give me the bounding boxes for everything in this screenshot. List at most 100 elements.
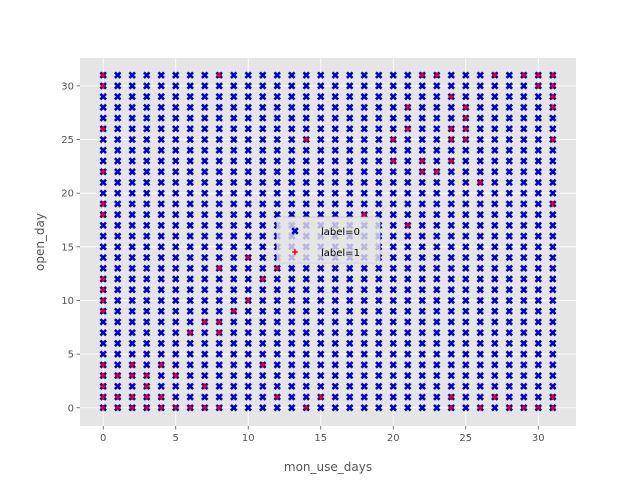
data-point-label-0 xyxy=(346,350,354,358)
data-point-label-0 xyxy=(142,328,151,337)
data-point-label-0 xyxy=(549,339,557,348)
data-point-label-0 xyxy=(549,146,557,154)
data-point-label-0 xyxy=(171,339,180,348)
data-point-label-0 xyxy=(375,328,383,337)
legend-label-1: label=1 xyxy=(321,248,360,259)
data-point-label-0 xyxy=(447,371,455,380)
data-point-label-0 xyxy=(259,296,267,305)
data-point-label-0 xyxy=(360,189,368,197)
data-point-label-0 xyxy=(113,243,122,251)
data-point-label-0 xyxy=(447,114,455,122)
data-point-label-1 xyxy=(274,394,281,400)
data-point-label-0 xyxy=(505,253,514,262)
data-point-label-1 xyxy=(187,404,194,411)
data-point-label-0 xyxy=(113,135,122,144)
data-point-label-0 xyxy=(447,168,455,176)
data-point-label-0 xyxy=(389,318,397,326)
data-point-label-0 xyxy=(505,307,514,315)
data-point-label-0 xyxy=(520,178,528,187)
data-point-label-0 xyxy=(244,232,252,240)
data-point-label-0 xyxy=(171,361,180,369)
data-point-label-0 xyxy=(302,286,310,294)
data-point-label-0 xyxy=(520,382,528,391)
data-point-label-0 xyxy=(476,339,485,348)
data-point-label-1 xyxy=(535,72,542,78)
data-point-label-0 xyxy=(186,92,194,101)
data-point-label-0 xyxy=(244,275,252,283)
data-point-label-0 xyxy=(433,404,441,412)
data-point-label-0 xyxy=(447,82,455,90)
data-point-label-0 xyxy=(244,125,252,133)
data-point-label-0 xyxy=(230,114,238,122)
data-point-label-1 xyxy=(419,72,426,78)
data-point-label-0 xyxy=(404,404,412,412)
data-point-label-0 xyxy=(259,307,267,315)
data-point-label-0 xyxy=(273,82,281,90)
data-point-label-0 xyxy=(259,125,267,133)
data-point-label-0 xyxy=(317,328,325,337)
data-point-label-0 xyxy=(171,286,180,294)
data-point-label-0 xyxy=(433,318,441,326)
data-point-label-0 xyxy=(273,318,281,326)
data-point-label-0 xyxy=(201,82,209,90)
data-point-label-0 xyxy=(273,189,281,197)
data-point-label-0 xyxy=(244,382,252,391)
data-point-label-0 xyxy=(302,92,310,101)
data-point-label-0 xyxy=(476,253,485,262)
data-point-label-0 xyxy=(142,275,151,283)
y-tick-label: 30 xyxy=(61,81,74,92)
data-point-label-0 xyxy=(505,275,514,283)
data-point-label-0 xyxy=(505,361,514,369)
data-point-label-0 xyxy=(113,157,122,165)
data-point-label-0 xyxy=(99,135,107,144)
data-point-label-0 xyxy=(186,232,194,240)
data-point-label-0 xyxy=(331,318,339,326)
data-point-label-0 xyxy=(346,103,354,112)
data-point-label-0 xyxy=(360,382,368,391)
y-tick-label: 5 xyxy=(68,350,74,361)
data-point-label-1 xyxy=(143,404,150,411)
data-point-label-0 xyxy=(230,125,238,133)
data-point-label-1 xyxy=(100,201,107,207)
data-point-label-0 xyxy=(142,318,151,326)
data-point-label-0 xyxy=(534,210,543,219)
data-point-label-0 xyxy=(230,168,238,176)
data-point-label-0 xyxy=(244,135,252,144)
x-tick-label: 0 xyxy=(100,433,106,444)
data-point-label-0 xyxy=(186,286,194,294)
data-point-label-0 xyxy=(288,168,296,176)
data-point-label-0 xyxy=(171,232,180,240)
data-point-label-0 xyxy=(142,189,151,197)
data-point-label-0 xyxy=(549,350,557,358)
data-point-label-0 xyxy=(491,168,499,176)
data-point-label-0 xyxy=(186,350,194,358)
data-point-label-0 xyxy=(360,275,368,283)
data-point-label-1 xyxy=(549,136,556,143)
data-point-label-0 xyxy=(142,178,151,187)
data-point-label-0 xyxy=(491,157,499,165)
data-point-label-1 xyxy=(535,83,542,89)
data-point-label-0 xyxy=(201,168,209,176)
data-point-label-0 xyxy=(99,189,107,197)
data-point-label-0 xyxy=(331,371,339,380)
data-point-label-0 xyxy=(534,146,543,154)
data-point-label-0 xyxy=(171,146,180,154)
data-point-label-0 xyxy=(230,253,238,262)
data-point-label-0 xyxy=(128,286,136,294)
legend-box xyxy=(276,216,381,264)
data-point-label-0 xyxy=(273,103,281,112)
data-point-label-0 xyxy=(549,114,557,122)
data-point-label-0 xyxy=(375,157,383,165)
data-point-label-0 xyxy=(447,350,455,358)
data-point-label-0 xyxy=(360,82,368,90)
data-point-label-0 xyxy=(128,146,136,154)
x-tick-label: 15 xyxy=(314,433,327,444)
data-point-label-0 xyxy=(462,189,470,197)
data-point-label-0 xyxy=(157,243,165,251)
data-point-label-1 xyxy=(404,222,411,229)
data-point-label-0 xyxy=(346,371,354,380)
data-point-label-1 xyxy=(100,286,107,293)
data-point-label-0 xyxy=(113,361,122,369)
data-point-label-0 xyxy=(534,296,543,305)
